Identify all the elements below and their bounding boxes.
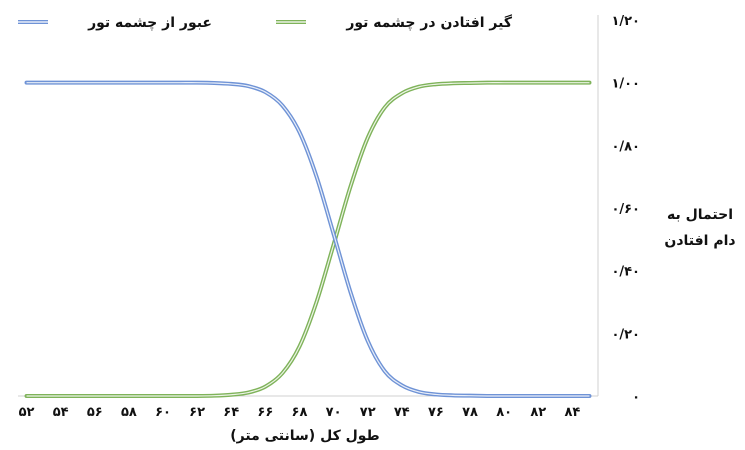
y-tick-label: ۰/۴۰ bbox=[611, 265, 640, 280]
x-tick-label: ۸۴ bbox=[564, 405, 580, 420]
y-axis-title-line2: دام افتادن bbox=[664, 233, 735, 249]
x-tick-label: ۶۴ bbox=[223, 405, 239, 420]
x-tick-label: ۸۲ bbox=[530, 405, 546, 420]
x-tick-label: ۶۰ bbox=[155, 405, 171, 420]
series-line-0-highlight bbox=[26, 82, 590, 397]
series-line-1-highlight bbox=[26, 82, 590, 397]
x-tick-label: ۵۴ bbox=[53, 405, 69, 420]
x-tick-label: ۶۶ bbox=[257, 405, 273, 420]
x-tick-label: ۵۶ bbox=[87, 405, 103, 420]
legend-label-1: عبور از چشمه تور bbox=[87, 15, 212, 31]
legend-label-0: گیر افتادن در چشمه تور bbox=[345, 14, 513, 31]
y-tick-label: ۰/۲۰ bbox=[611, 327, 640, 342]
series-layer bbox=[24, 80, 592, 399]
y-tick-label: ۱/۲۰ bbox=[611, 14, 640, 29]
x-tick-label: ۷۶ bbox=[428, 405, 444, 420]
x-tick-label: ۷۰ bbox=[326, 405, 342, 420]
x-tick-label: ۷۲ bbox=[360, 405, 376, 420]
y-tick-label: ۰ bbox=[632, 390, 640, 405]
x-tick-label: ۷۴ bbox=[394, 405, 410, 420]
x-axis-title: طول کل (سانتی متر) bbox=[230, 428, 379, 444]
series-line-1 bbox=[24, 80, 592, 399]
x-tick-label: ۶۲ bbox=[189, 405, 205, 420]
x-tick-label: ۵۲ bbox=[19, 405, 35, 420]
legend: گیر افتادن در چشمه تور عبور از چشمه تور bbox=[18, 14, 513, 31]
y-axis-title-line1: احتمال به bbox=[667, 207, 733, 223]
series-line-0 bbox=[24, 80, 592, 399]
y-tick-label: ۰/۶۰ bbox=[611, 202, 640, 217]
y-tick-label: ۰/۸۰ bbox=[611, 139, 640, 154]
x-tick-label: ۶۸ bbox=[292, 405, 308, 420]
y-tick-label: ۱/۰۰ bbox=[611, 77, 640, 92]
x-tick-label: ۵۸ bbox=[121, 405, 137, 420]
x-tick-label: ۸۰ bbox=[496, 405, 512, 420]
x-tick-label: ۷۸ bbox=[462, 405, 478, 420]
axes: ۵۲ ۵۴ ۵۶ ۵۸ ۶۰ ۶۲ ۶۴ ۶۶ ۶۸ ۷۰ ۷۲ ۷۴ ۷۶ ۷۸ ۸۰ ۸۲ ۸۴ ۰ ۰/۲۰ ۰… bbox=[18, 14, 640, 420]
